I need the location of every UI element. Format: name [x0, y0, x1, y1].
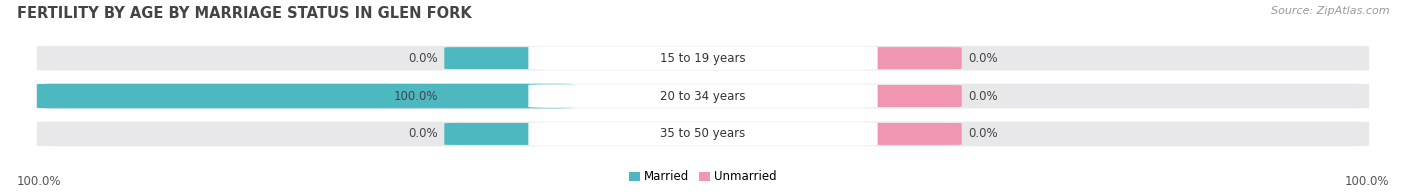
- Text: 0.0%: 0.0%: [408, 52, 437, 65]
- FancyBboxPatch shape: [37, 122, 1369, 146]
- Text: 0.0%: 0.0%: [408, 127, 437, 140]
- Text: 0.0%: 0.0%: [969, 52, 998, 65]
- Text: 0.0%: 0.0%: [969, 90, 998, 103]
- FancyBboxPatch shape: [839, 123, 962, 145]
- FancyBboxPatch shape: [444, 47, 567, 69]
- FancyBboxPatch shape: [529, 84, 877, 108]
- FancyBboxPatch shape: [839, 85, 962, 107]
- Text: FERTILITY BY AGE BY MARRIAGE STATUS IN GLEN FORK: FERTILITY BY AGE BY MARRIAGE STATUS IN G…: [17, 6, 471, 21]
- FancyBboxPatch shape: [529, 46, 877, 70]
- FancyBboxPatch shape: [37, 84, 1369, 108]
- Text: 15 to 19 years: 15 to 19 years: [661, 52, 745, 65]
- Text: Source: ZipAtlas.com: Source: ZipAtlas.com: [1271, 6, 1389, 16]
- Text: 35 to 50 years: 35 to 50 years: [661, 127, 745, 140]
- FancyBboxPatch shape: [37, 84, 574, 108]
- FancyBboxPatch shape: [529, 122, 877, 146]
- Text: 20 to 34 years: 20 to 34 years: [661, 90, 745, 103]
- Text: 100.0%: 100.0%: [394, 90, 437, 103]
- Text: 100.0%: 100.0%: [17, 175, 62, 188]
- FancyBboxPatch shape: [444, 85, 567, 107]
- FancyBboxPatch shape: [839, 47, 962, 69]
- FancyBboxPatch shape: [444, 123, 567, 145]
- Text: 0.0%: 0.0%: [969, 127, 998, 140]
- Text: 100.0%: 100.0%: [1344, 175, 1389, 188]
- FancyBboxPatch shape: [37, 46, 1369, 71]
- Legend: Married, Unmarried: Married, Unmarried: [624, 166, 782, 188]
